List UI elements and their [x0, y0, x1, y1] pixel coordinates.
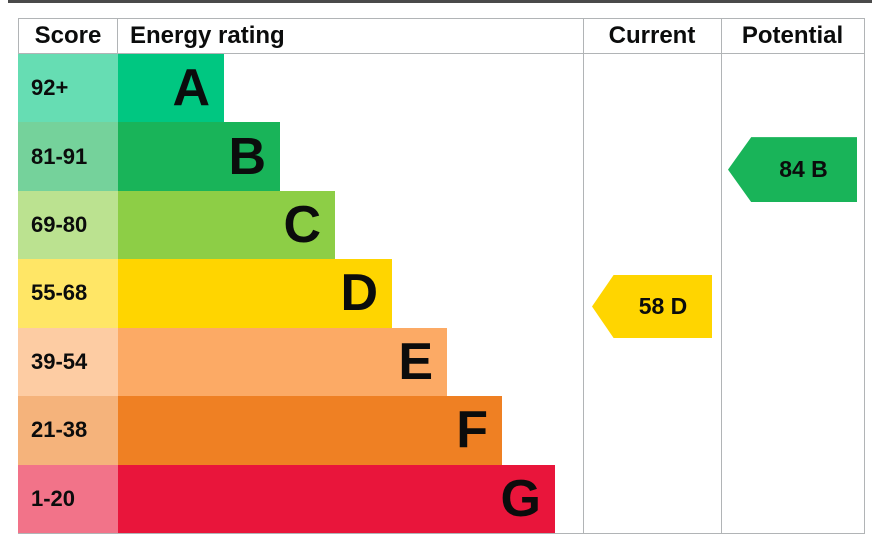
current-column-divider [583, 19, 584, 533]
band-row: 81-91 B [18, 122, 864, 191]
top-divider [8, 0, 872, 3]
band-score-range: 81-91 [18, 122, 118, 191]
band-letter: B [228, 127, 266, 186]
band-letter: G [500, 469, 541, 528]
band-bar: G [118, 464, 555, 533]
band-score-range: 92+ [18, 54, 118, 123]
band-bar: B [118, 122, 280, 191]
rating-bands: 92+ A 81-91 B 69-80 C 55-68 D 39-54 E 21… [18, 54, 864, 533]
band-row: 39-54 E [18, 327, 864, 397]
band-score-range: 21-38 [18, 396, 118, 465]
score-column-header: Score [18, 19, 118, 53]
band-row: 55-68 D [18, 259, 864, 328]
band-bar: D [118, 259, 392, 328]
energy-rating-column-header: Energy rating [130, 22, 285, 49]
band-letter: A [172, 59, 210, 118]
potential-column-header: Potential [741, 22, 844, 49]
table-header: Score Energy rating Current Potential [18, 19, 864, 54]
band-score-range: 39-54 [18, 327, 118, 397]
band-score-range: 55-68 [18, 259, 118, 328]
potential-rating-label: 84 B [779, 156, 828, 183]
band-row: 69-80 C [18, 190, 864, 260]
band-letter: E [398, 332, 433, 391]
band-bar: A [118, 54, 224, 123]
band-row: 92+ A [18, 54, 864, 123]
band-score-range: 1-20 [18, 464, 118, 533]
band-letter: D [340, 264, 378, 323]
band-row: 1-20 G [18, 464, 864, 533]
potential-rating-marker: 84 B [728, 137, 857, 203]
current-rating-label: 58 D [638, 293, 688, 319]
band-bar: F [118, 396, 502, 465]
band-row: 21-38 F [18, 396, 864, 465]
epc-table: Score Energy rating Current Potential 92… [18, 18, 865, 534]
band-score-range: 69-80 [18, 190, 118, 260]
band-letter: C [283, 196, 321, 255]
current-column-header: Current [608, 22, 696, 49]
potential-column-divider [721, 19, 722, 533]
band-letter: F [456, 401, 488, 460]
current-rating-marker: 58 D [592, 275, 712, 338]
band-bar: E [118, 327, 447, 397]
band-bar: C [118, 190, 335, 260]
